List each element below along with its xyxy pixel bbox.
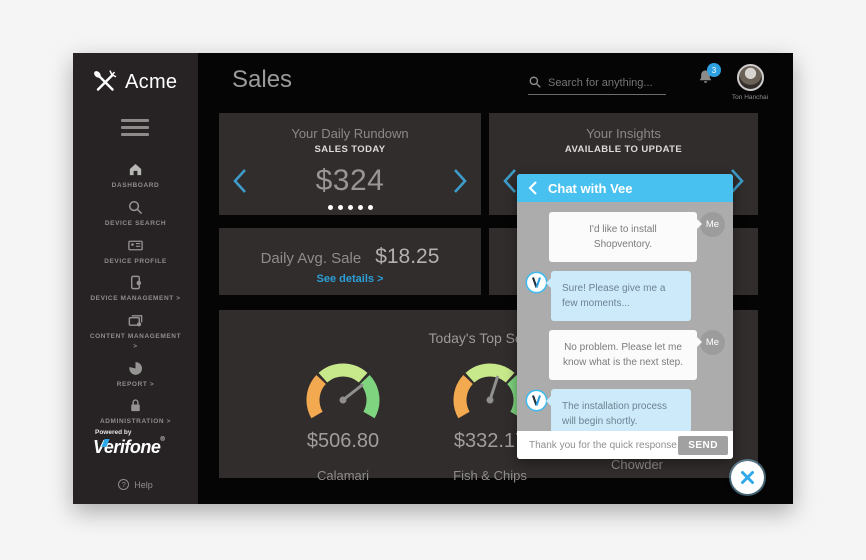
avg-sale-value: $18.25 <box>375 245 440 268</box>
carousel-dot[interactable] <box>347 205 353 210</box>
question-icon: ? <box>118 479 130 490</box>
send-button[interactable]: SEND <box>678 435 728 455</box>
sidebar-nav: DASHBOARD DEVICE SEARCH DEVICE PROFILE D… <box>73 161 198 427</box>
hamburger-menu-icon[interactable] <box>121 119 149 136</box>
carousel-prev-button[interactable] <box>502 168 518 194</box>
sidebar-item-device-management[interactable]: DEVICE MANAGEMENT > <box>90 274 182 304</box>
app-window: Acme DASHBOARD DEVICE SEARCH DEVICE PROF… <box>73 53 793 504</box>
notification-badge: 3 <box>707 63 721 77</box>
pie-chart-icon <box>129 361 143 375</box>
logo-text: Acme <box>125 70 178 93</box>
sidebar-item-device-profile[interactable]: DEVICE PROFILE <box>90 237 182 267</box>
gauge-value: $506.80 <box>306 430 380 452</box>
avatar <box>736 64 764 91</box>
fork-spoon-logo-icon <box>94 70 117 91</box>
chat-bubble-vee: Sure! Please give me a few moments... <box>546 271 691 321</box>
card-subtitle: SALES TODAY <box>314 144 386 155</box>
me-avatar: Me <box>700 212 725 237</box>
chat-header: Chat with Vee <box>517 174 733 202</box>
sidebar-item-content-management[interactable]: CONTENT MANAGEMENT > <box>90 312 182 352</box>
chat-message-row: I'd like to install Shopventory. Me <box>525 212 725 262</box>
gauge-label: Calamari <box>316 468 369 483</box>
device-gear-icon <box>131 275 142 290</box>
see-details-link[interactable]: See details > <box>316 273 384 285</box>
close-icon <box>741 471 754 484</box>
chat-bubble-me: No problem. Please let me know what is t… <box>549 330 702 380</box>
vee-avatar-icon <box>525 389 548 412</box>
user-menu[interactable]: Ton Hanchai <box>721 64 779 101</box>
sidebar-item-administration[interactable]: ADMINISTRATION > <box>90 397 182 427</box>
daily-rundown-card: Your Daily Rundown SALES TODAY $324 <box>219 113 481 215</box>
daily-avg-card: Daily Avg. Sale $18.25 See details > <box>219 228 481 295</box>
gauge-label: Fish & Chips <box>453 468 527 483</box>
carousel-prev-button[interactable] <box>232 168 248 194</box>
back-chevron-icon[interactable] <box>528 181 537 195</box>
avg-sale-label: Daily Avg. Sale <box>260 250 362 267</box>
gauge-value: $332.17 <box>453 430 527 452</box>
card-subtitle: AVAILABLE TO UPDATE <box>564 144 683 155</box>
content-gear-icon <box>128 315 143 327</box>
carousel-dot[interactable] <box>327 205 333 210</box>
sidebar-footer: Powered by Verifone® ? Help <box>73 429 198 492</box>
sidebar-item-report[interactable]: REPORT > <box>90 360 182 390</box>
carousel-dot[interactable] <box>367 205 373 210</box>
gauge-fish-chips: $332.17 Fish & Chips <box>450 358 530 483</box>
chat-input-bar: SEND <box>517 431 733 459</box>
notifications-button[interactable]: 3 <box>697 63 721 91</box>
carousel-dots <box>219 205 481 210</box>
search-icon <box>529 76 541 88</box>
chat-bubble-me: I'd like to install Shopventory. <box>549 212 702 262</box>
chat-panel: Chat with Vee I'd like to install Shopve… <box>517 174 733 459</box>
user-name: Ton Hanchai <box>731 94 769 101</box>
sales-today-value: $324 <box>315 164 385 197</box>
search-bar[interactable] <box>528 75 666 95</box>
carousel-dot[interactable] <box>337 205 343 210</box>
sidebar-item-dashboard[interactable]: DASHBOARD <box>90 161 182 191</box>
me-avatar: Me <box>700 330 725 355</box>
carousel-next-button[interactable] <box>729 168 745 194</box>
chat-message-input[interactable] <box>529 439 679 451</box>
chat-message-row: No problem. Please let me know what is t… <box>525 330 725 380</box>
home-icon <box>129 164 142 176</box>
card-title: Your Daily Rundown <box>291 126 409 141</box>
sidebar-item-device-search[interactable]: DEVICE SEARCH <box>90 199 182 229</box>
verifone-logo: Verifone® <box>93 437 165 457</box>
page-title: Sales <box>232 66 293 93</box>
carousel-next-button[interactable] <box>452 168 468 194</box>
search-input[interactable] <box>548 77 658 89</box>
sidebar: Acme DASHBOARD DEVICE SEARCH DEVICE PROF… <box>73 53 198 504</box>
chat-body: I'd like to install Shopventory. Me Sure… <box>517 202 733 431</box>
powered-by-label: Powered by <box>95 429 132 436</box>
card-title: Your Insights <box>586 126 661 141</box>
help-button[interactable]: ? Help <box>118 479 153 490</box>
carousel-dot[interactable] <box>357 205 363 210</box>
chat-title: Chat with Vee <box>548 180 633 196</box>
vee-avatar-icon <box>525 271 548 294</box>
search-icon <box>128 200 143 214</box>
chat-message-row: The installation process will begin shor… <box>525 389 725 431</box>
gauge-calamari: $506.80 Calamari <box>303 358 383 483</box>
lock-icon <box>131 399 140 412</box>
id-card-icon <box>128 240 143 250</box>
gauge-icon <box>306 363 380 419</box>
chat-bubble-vee: The installation process will begin shor… <box>546 389 691 431</box>
logo: Acme <box>91 68 177 96</box>
close-chat-button[interactable] <box>731 461 764 494</box>
chat-message-row: Sure! Please give me a few moments... <box>525 271 725 321</box>
